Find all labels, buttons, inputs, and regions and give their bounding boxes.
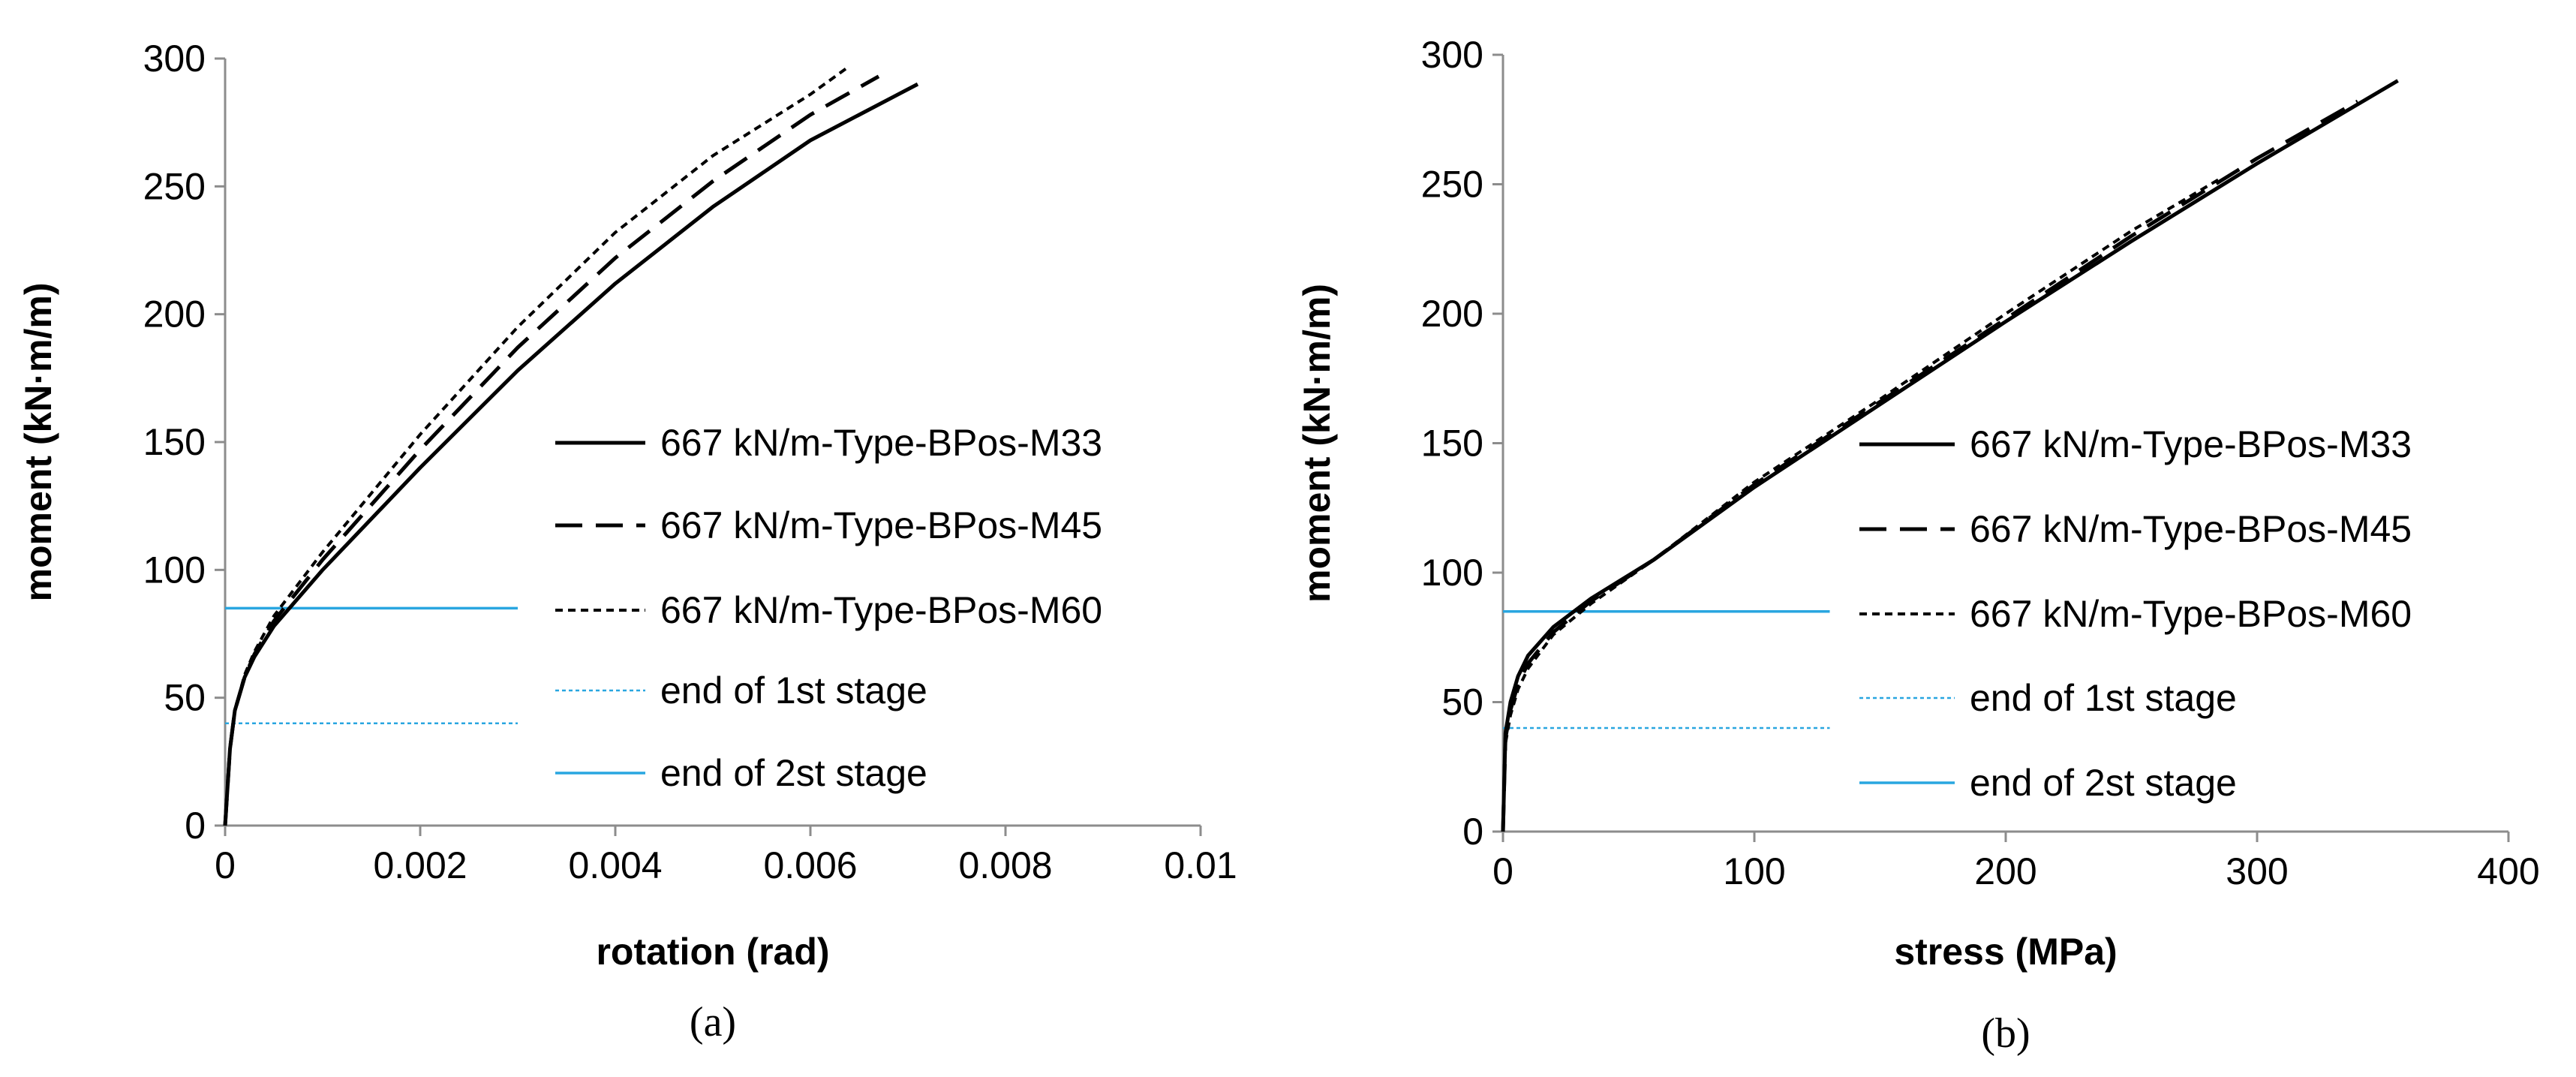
x-tick-label: 0.01 bbox=[1164, 844, 1237, 886]
x-tick-label: 400 bbox=[2477, 850, 2539, 892]
y-tick-label: 50 bbox=[1441, 681, 1483, 724]
y-tick-label: 0 bbox=[1462, 811, 1483, 853]
chart-panel-2: 0 50 100 150 200 250 300 0 100 200 300 400 667 kN/m-… bbox=[1296, 34, 2540, 1057]
x-axis-title: stress (MPa) bbox=[1894, 931, 2117, 973]
x-tick-label: 300 bbox=[2226, 850, 2288, 892]
x-tick-label: 0 bbox=[1492, 850, 1513, 892]
y-axis-title: moment (kN·m/m) bbox=[17, 282, 59, 601]
x-axis-title: rotation (rad) bbox=[596, 931, 829, 973]
y-tick-label: 100 bbox=[1421, 552, 1483, 594]
legend-label: end of 2st stage bbox=[1970, 762, 2237, 804]
y-tick-label: 250 bbox=[143, 165, 206, 207]
series-line-3 bbox=[1501, 177, 2220, 832]
y-tick-label: 300 bbox=[1421, 34, 1483, 76]
panel-label: (a) bbox=[690, 999, 736, 1045]
x-tick-label: 100 bbox=[1723, 850, 1785, 892]
chart-panel-1: 0 50 100 150 200 250 300 0 0.002 0.004 0.006 0.008 0… bbox=[17, 38, 1237, 1045]
x-tick-label: 0.002 bbox=[373, 844, 467, 886]
legend-label: end of 1st stage bbox=[1970, 677, 2237, 719]
y-tick-label: 300 bbox=[143, 38, 206, 80]
y-tick-label: 50 bbox=[164, 677, 206, 719]
y-tick-label: 100 bbox=[143, 549, 206, 591]
legend-label: 667 kN/m-Type-BPos-M60 bbox=[660, 589, 1102, 631]
x-tick-label: 0.008 bbox=[958, 844, 1052, 886]
series-line-3 bbox=[224, 65, 851, 826]
legend-label: 667 kN/m-Type-BPos-M33 bbox=[660, 422, 1102, 464]
legend-label: 667 kN/m-Type-BPos-M45 bbox=[1970, 508, 2412, 550]
y-tick-label: 0 bbox=[185, 805, 206, 847]
legend-label: 667 kN/m-Type-BPos-M45 bbox=[660, 504, 1102, 546]
y-tick-label: 150 bbox=[143, 421, 206, 463]
y-tick-label: 150 bbox=[1421, 423, 1483, 465]
y-tick-label: 200 bbox=[1421, 293, 1483, 335]
y-tick-label: 250 bbox=[1421, 164, 1483, 206]
x-tick-label: 0 bbox=[215, 844, 236, 886]
x-tick-label: 200 bbox=[1974, 850, 2036, 892]
legend-label: end of 1st stage bbox=[660, 669, 927, 711]
legend-label: 667 kN/m-Type-BPos-M33 bbox=[1970, 423, 2412, 465]
y-axis-title: moment (kN·m/m) bbox=[1296, 284, 1338, 603]
legend-label: 667 kN/m-Type-BPos-M60 bbox=[1970, 593, 2412, 635]
panel-label: (b) bbox=[1981, 1010, 2030, 1057]
x-tick-label: 0.006 bbox=[763, 844, 857, 886]
y-tick-label: 200 bbox=[143, 293, 206, 335]
series-line-2 bbox=[223, 74, 880, 826]
legend-label: end of 2st stage bbox=[660, 752, 927, 794]
x-tick-label: 0.004 bbox=[568, 844, 662, 886]
series-line-2 bbox=[1501, 99, 2359, 832]
